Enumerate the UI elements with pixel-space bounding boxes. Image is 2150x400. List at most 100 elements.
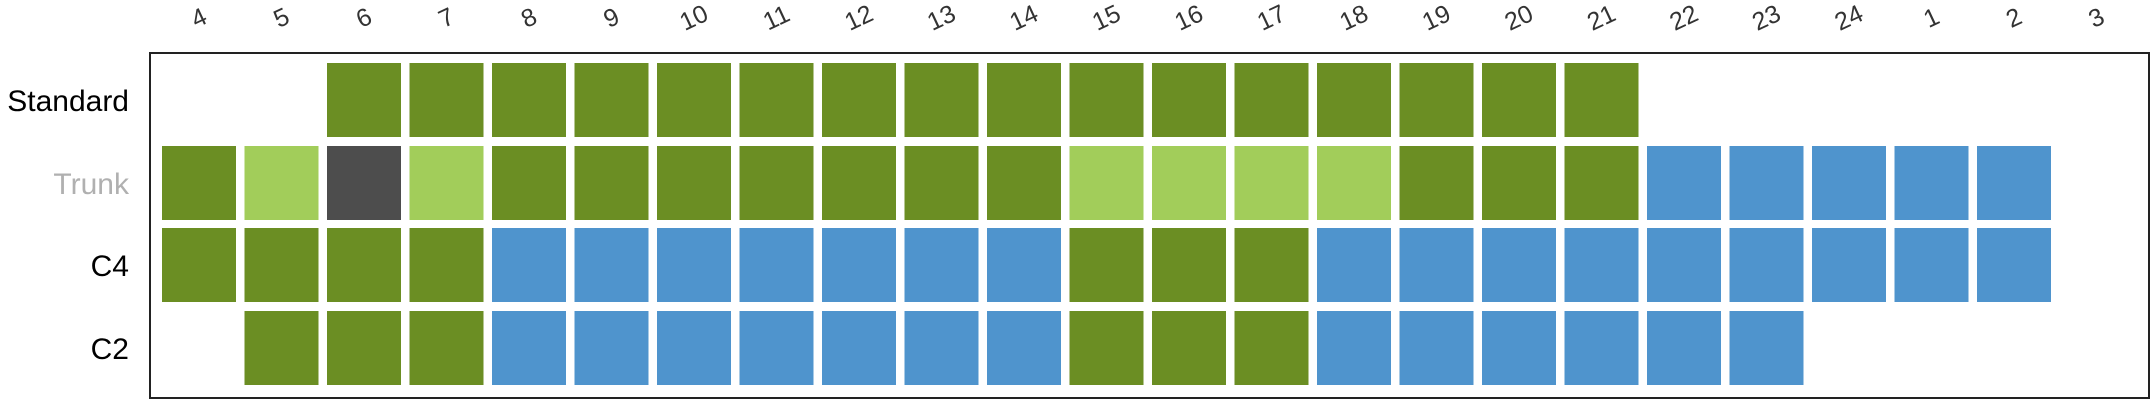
- heatmap-cell: [1234, 63, 1309, 137]
- heatmap-cell: [244, 146, 319, 220]
- x-tick-label: 20: [1500, 0, 1537, 37]
- x-tick-label: 17: [1253, 0, 1290, 37]
- heatmap-cell: [1729, 146, 1804, 220]
- heatmap-cell: [1399, 146, 1474, 220]
- x-tick-label: 8: [517, 2, 541, 33]
- heatmap-cell: [657, 228, 731, 302]
- heatmap-cell: [1152, 228, 1226, 302]
- heatmap-cell: [822, 146, 896, 220]
- heatmap-cell: [1564, 146, 1639, 220]
- heatmap-cell: [1069, 311, 1144, 385]
- heatmap-cell: [409, 228, 484, 302]
- row-label: Trunk: [53, 168, 130, 201]
- x-tick-label: 18: [1335, 0, 1372, 37]
- x-tick-label: 7: [434, 2, 458, 33]
- heatmap-cell: [1317, 63, 1391, 137]
- heatmap-cell: [162, 146, 236, 220]
- heatmap-cell: [1482, 146, 1556, 220]
- heatmap-cell: [1564, 63, 1639, 137]
- heatmap-cell: [327, 146, 401, 220]
- heatmap-cell: [822, 228, 896, 302]
- heatmap-cell: [904, 146, 979, 220]
- heatmap-cell: [904, 228, 979, 302]
- heatmap-cell: [1399, 228, 1474, 302]
- heatmap-cell: [244, 311, 319, 385]
- x-tick-labels: 4 5 6 7 8 9 10 11 12 13 14 15 16 17 18 19 20 21 22 23 24 1 2 3: [187, 0, 2109, 37]
- heatmap-cell: [657, 63, 731, 137]
- x-tick-label: 9: [599, 2, 623, 33]
- row-labels: Standard Trunk C4 C2: [7, 85, 130, 366]
- x-tick-label: 23: [1748, 0, 1785, 37]
- heatmap-cell: [492, 228, 566, 302]
- x-tick-label: 15: [1088, 0, 1125, 37]
- heatmap-cell: [574, 63, 649, 137]
- heatmap-cell: [574, 146, 649, 220]
- heatmap-cell: [1317, 311, 1391, 385]
- heatmap-cell: [1152, 311, 1226, 385]
- heatmap-cell: [739, 63, 814, 137]
- heatmap-cell: [327, 228, 401, 302]
- heatmap-cell: [574, 311, 649, 385]
- x-tick-label: 2: [2002, 2, 2026, 33]
- heatmap-cell: [1647, 146, 1721, 220]
- row-label: C4: [91, 250, 129, 283]
- heatmap-cell: [987, 311, 1061, 385]
- heatmap-cell: [409, 63, 484, 137]
- heatmap-cell: [492, 63, 566, 137]
- heatmap-cell: [822, 311, 896, 385]
- heatmap-cell: [1234, 146, 1309, 220]
- heatmap-cell: [1069, 146, 1144, 220]
- heatmap-cell: [657, 311, 731, 385]
- plot-frame: [149, 52, 2150, 399]
- heatmap-cell: [1482, 311, 1556, 385]
- x-tick-label: 12: [840, 0, 877, 37]
- heatmap-cells: [162, 63, 2051, 385]
- heatmap-cell: [1234, 228, 1309, 302]
- x-tick-label: 10: [675, 0, 712, 37]
- heatmap-cell: [1069, 63, 1144, 137]
- heatmap-cell: [904, 63, 979, 137]
- x-tick-label: 21: [1583, 0, 1620, 37]
- heatmap-cell: [492, 146, 566, 220]
- heatmap-cell: [1399, 311, 1474, 385]
- row-label: C2: [91, 333, 129, 366]
- heatmap-cell: [1812, 228, 1886, 302]
- heatmap-cell: [327, 311, 401, 385]
- heatmap-cell: [1812, 146, 1886, 220]
- heatmap-cell: [739, 311, 814, 385]
- heatmap-cell: [1977, 228, 2051, 302]
- heatmap-cell: [1894, 146, 1969, 220]
- heatmap-cell: [492, 311, 566, 385]
- heatmap-cell: [1564, 311, 1639, 385]
- heatmap-cell: [327, 63, 401, 137]
- x-tick-label: 1: [1919, 2, 1943, 33]
- x-tick-label: 24: [1830, 0, 1867, 37]
- heatmap-cell: [987, 63, 1061, 137]
- heatmap-cell: [1152, 63, 1226, 137]
- heatmap-cell: [1482, 228, 1556, 302]
- heatmap-cell: [1152, 146, 1226, 220]
- x-tick-label: 19: [1418, 0, 1455, 37]
- x-tick-label: 22: [1665, 0, 1702, 37]
- x-tick-label: 16: [1170, 0, 1207, 37]
- heatmap-cell: [1399, 63, 1474, 137]
- heatmap-cell: [244, 228, 319, 302]
- heatmap-cell: [1647, 228, 1721, 302]
- heatmap-cell: [739, 228, 814, 302]
- heatmap-cell: [1317, 146, 1391, 220]
- heatmap-cell: [1647, 311, 1721, 385]
- x-tick-label: 4: [187, 2, 212, 33]
- heatmap-cell: [1234, 311, 1309, 385]
- heatmap-cell: [162, 228, 236, 302]
- heatmap-cell: [904, 311, 979, 385]
- x-tick-label: 3: [2084, 2, 2108, 33]
- heatmap-cell: [1977, 146, 2051, 220]
- heatmap-cell: [822, 63, 896, 137]
- heatmap-cell: [1482, 63, 1556, 137]
- x-tick-label: 6: [352, 2, 376, 33]
- x-tick-label: 14: [1005, 0, 1042, 37]
- heatmap-cell: [574, 228, 649, 302]
- x-tick-label: 13: [923, 0, 960, 37]
- heatmap-cell: [987, 146, 1061, 220]
